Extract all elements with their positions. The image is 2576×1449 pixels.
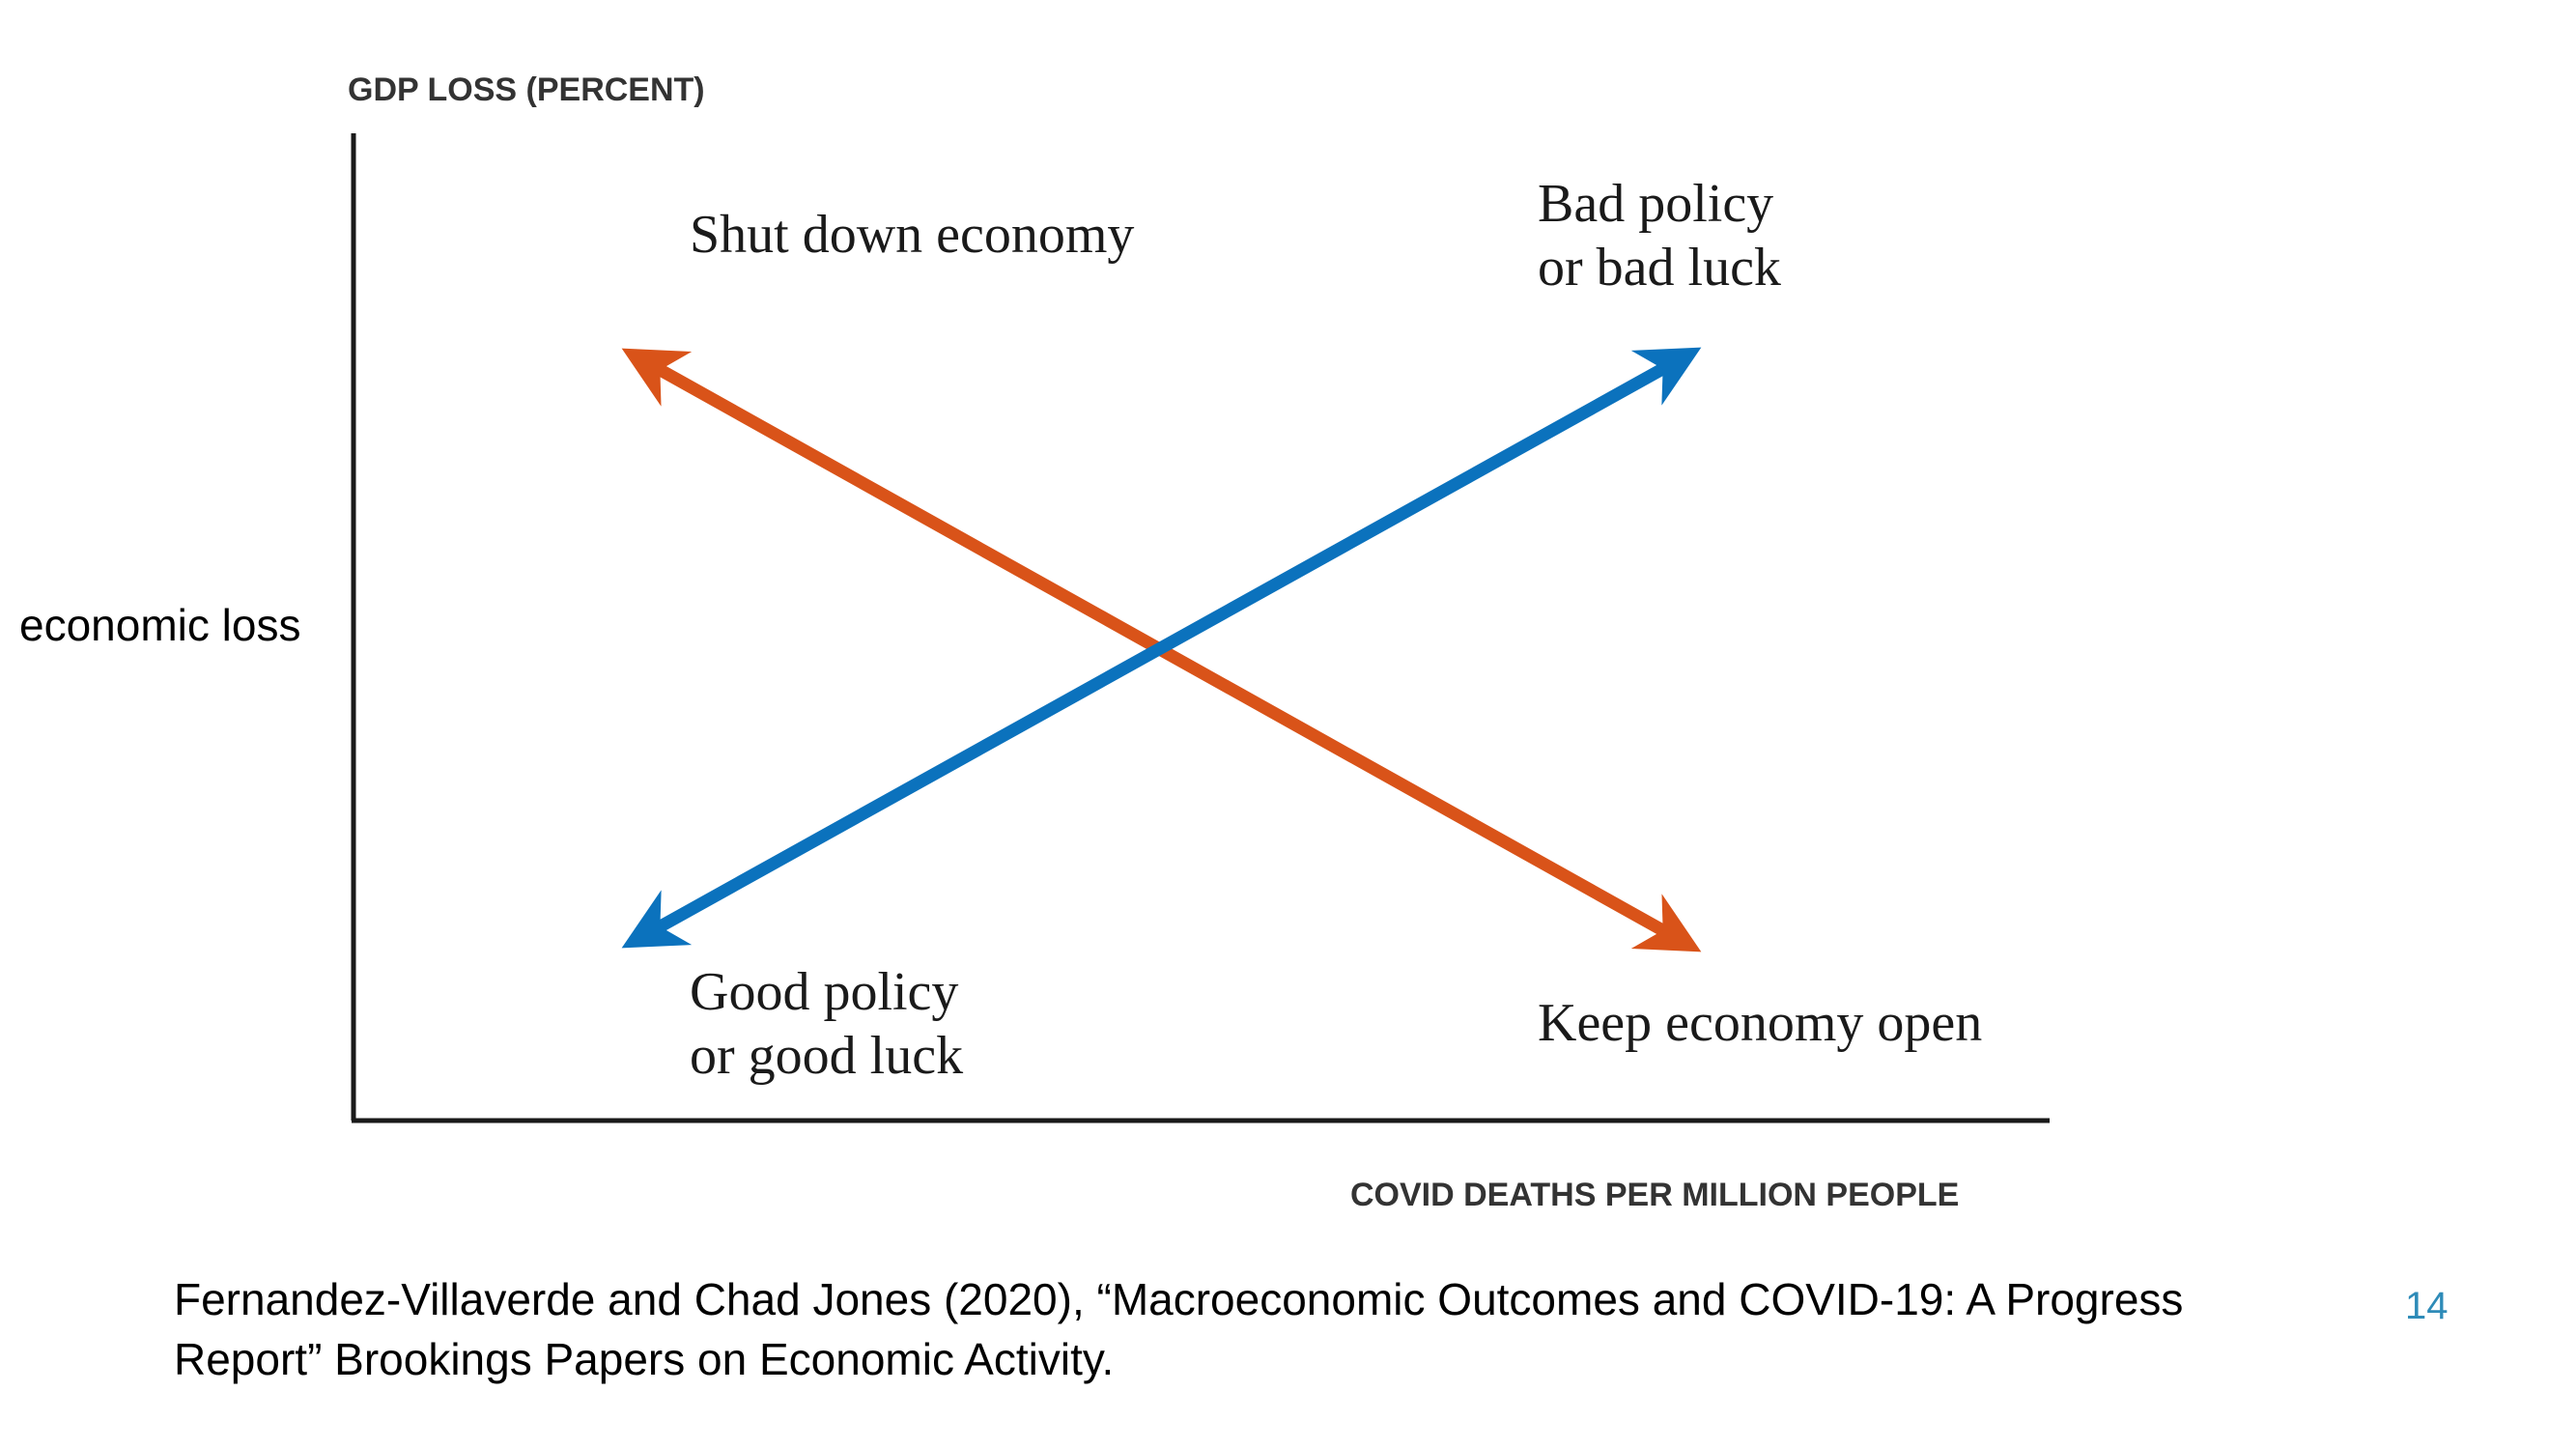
- blue-arrow: [621, 347, 1702, 949]
- label-good-policy-line1: Good policy: [690, 962, 959, 1022]
- y-axis-title: GDP LOSS (PERCENT): [348, 71, 705, 108]
- label-bad-policy-line1: Bad policy: [1538, 174, 1774, 234]
- x-axis-title: COVID DEATHS PER MILLION PEOPLE: [1350, 1177, 1960, 1213]
- citation-line1: Fernandez-Villaverde and Chad Jones (202…: [174, 1274, 2184, 1324]
- citation: Fernandez-Villaverde and Chad Jones (202…: [174, 1269, 2395, 1389]
- page-number: 14: [2405, 1285, 2449, 1327]
- label-bad-policy: Bad policy or bad luck: [1538, 172, 1781, 299]
- label-good-policy: Good policy or good luck: [690, 960, 963, 1088]
- label-shut-down-economy: Shut down economy: [690, 205, 1135, 265]
- label-keep-economy-open: Keep economy open: [1538, 993, 1983, 1053]
- citation-line2: Report” Brookings Papers on Economic Act…: [174, 1334, 1115, 1384]
- side-label-economic-loss: economic loss: [19, 600, 301, 650]
- label-good-policy-line2: or good luck: [690, 1026, 964, 1086]
- label-bad-policy-line2: or bad luck: [1538, 238, 1781, 298]
